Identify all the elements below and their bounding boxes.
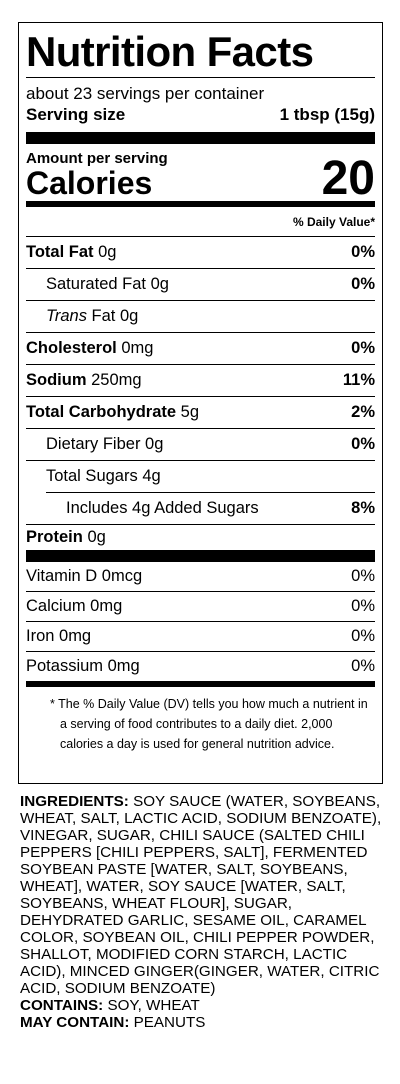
- nutrient-row: Total Carbohydrate 5g 2%: [26, 396, 375, 428]
- vitamin-dv: 0%: [351, 627, 375, 645]
- nutrient-amount: 0g: [150, 275, 169, 293]
- nutrient-dv: 2%: [351, 403, 375, 421]
- servings: about 23 servings per container: [26, 84, 265, 103]
- nutrition-label: Nutrition Facts about 23 servings per co…: [18, 22, 383, 784]
- calories-label: Calories: [26, 165, 153, 201]
- nutrient-amount: 5g: [180, 403, 199, 421]
- vitamin-dv: 0%: [351, 567, 375, 585]
- amount-per-serving: Amount per serving: [26, 150, 168, 167]
- nutrient-name: Sodium: [26, 371, 87, 389]
- nutrient-dv: 11%: [342, 371, 375, 389]
- vitamin-name: Calcium 0mg: [26, 597, 123, 615]
- nutrient: Trans Fat 0g: [46, 307, 138, 326]
- may-contain-text: PEANUTS: [133, 1014, 206, 1031]
- footnote-block: * The % Daily Value (DV) tells you how m…: [26, 687, 375, 754]
- nutrient: Dietary Fiber 0g: [46, 435, 163, 454]
- nutrient: Sodium 250mg: [26, 371, 142, 390]
- nutrient-dv: 0%: [351, 243, 375, 261]
- serving-size-label: Serving size: [26, 105, 126, 124]
- nutrient-amount: 0g: [87, 528, 106, 546]
- divider-medium: [26, 201, 375, 207]
- vitamin-name: Iron 0mg: [26, 627, 92, 645]
- vitamin-row: Vitamin D 0mcg 0%: [26, 562, 375, 591]
- nutrient-name: Cholesterol: [26, 339, 117, 357]
- nutrient-amount: 4g: [142, 467, 161, 485]
- nutrient-name: Fat: [91, 307, 116, 325]
- serving-size-value: 1 tbsp (15g): [279, 105, 375, 124]
- vitamin-dv: 0%: [351, 597, 375, 615]
- nutrient-amount: 0mg: [121, 339, 154, 357]
- nutrient-row: Total Fat 0g 0%: [26, 236, 375, 268]
- divider-thick: [26, 550, 375, 562]
- vitamin-dv: 0%: [351, 657, 375, 675]
- nutrient-name-prefix: Trans: [46, 307, 87, 325]
- nutrient-name: Total Carbohydrate: [26, 403, 177, 421]
- ingredients-label: INGREDIENTS:: [20, 793, 129, 810]
- nutrient-dv: 0%: [351, 435, 375, 453]
- vitamin-row: Calcium 0mg 0%: [26, 591, 375, 621]
- divider: [26, 77, 375, 78]
- nutrient: Saturated Fat 0g: [46, 275, 169, 294]
- nutrient-amount: 0g: [145, 435, 164, 453]
- nutrient-row: Protein 0g: [26, 524, 375, 550]
- nutrient: Protein 0g: [26, 528, 106, 547]
- vitamin-row: Potassium 0mg 0%: [26, 651, 375, 681]
- ingredients-text: SOY SAUCE (WATER, SOYBEANS, WHEAT, SALT,…: [20, 793, 382, 997]
- nutrient-name: Total Fat: [26, 243, 94, 261]
- nutrient-dv: 8%: [351, 499, 375, 517]
- contains: CONTAINS: SOY, WHEAT: [20, 997, 382, 1014]
- nutrient: Cholesterol 0mg: [26, 339, 153, 358]
- calories: Calories 20: [26, 155, 375, 203]
- nutrient-amount: 0g: [98, 243, 117, 261]
- ingredients-block: INGREDIENTS: SOY SAUCE (WATER, SOYBEANS,…: [20, 793, 382, 1031]
- nutrient-name: Dietary Fiber: [46, 435, 141, 453]
- nutrient-amount: 0g: [119, 307, 139, 325]
- nutrient-dv: 0%: [351, 339, 375, 357]
- nutrient-row: Cholesterol 0mg 0%: [26, 332, 375, 364]
- contains-label: CONTAINS:: [20, 997, 104, 1014]
- contains-text: SOY, WHEAT: [107, 997, 200, 1014]
- nutrient-amount: 250mg: [91, 371, 142, 389]
- nutrient-name: Saturated Fat: [46, 275, 146, 293]
- divider-medium: [26, 681, 375, 687]
- footnote: * The % Daily Value (DV) tells you how m…: [50, 697, 368, 751]
- nutrient-row: Trans Fat 0g: [26, 300, 375, 332]
- title: Nutrition Facts: [26, 28, 314, 75]
- daily-value-header: % Daily Value*: [292, 215, 375, 229]
- nutrient-row: Saturated Fat 0g 0%: [26, 268, 375, 300]
- nutrient-name: Protein: [26, 528, 83, 546]
- vitamin-row: Iron 0mg 0%: [26, 621, 375, 651]
- nutrient: Total Fat 0g: [26, 243, 116, 262]
- nutrient-row: Total Sugars 4g: [26, 460, 375, 492]
- nutrient: Total Carbohydrate 5g: [26, 403, 199, 422]
- nutrient-dv: 0%: [351, 275, 375, 293]
- nutrient-row: Dietary Fiber 0g 0%: [26, 428, 375, 460]
- nutrient: Total Sugars 4g: [46, 467, 161, 486]
- may-contain-label: MAY CONTAIN:: [20, 1014, 130, 1031]
- may-contain: MAY CONTAIN: PEANUTS: [20, 1014, 382, 1031]
- serving-size: Serving size 1 tbsp (15g): [26, 104, 375, 126]
- vitamin-name: Vitamin D 0mcg: [26, 567, 143, 585]
- ingredients: INGREDIENTS: SOY SAUCE (WATER, SOYBEANS,…: [20, 793, 382, 997]
- nutrient-name: Includes 4g Added Sugars: [66, 499, 259, 517]
- calories-value: 20: [321, 152, 375, 205]
- divider-thick: [26, 132, 375, 144]
- vitamin-name: Potassium 0mg: [26, 657, 140, 675]
- nutrient-row: Sodium 250mg 11%: [26, 364, 375, 396]
- nutrient-row: Includes 4g Added Sugars 8%: [46, 492, 375, 524]
- nutrient-name: Total Sugars: [46, 467, 138, 485]
